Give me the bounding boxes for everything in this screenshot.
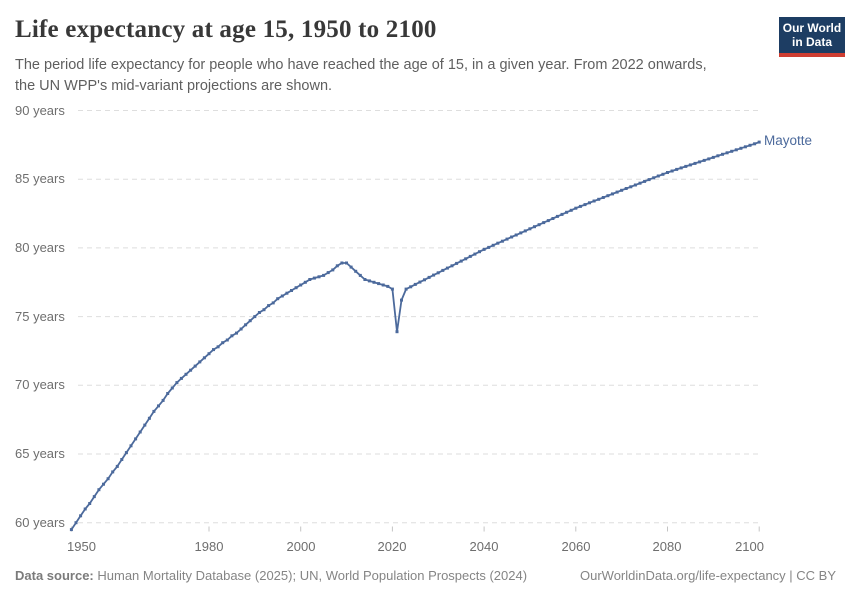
gridlines (78, 110, 761, 524)
chart-footer: Data source: Human Mortality Database (2… (15, 568, 836, 583)
x-axis-label: 2000 (286, 539, 316, 554)
data-source-text: Human Mortality Database (2025); UN, Wor… (97, 568, 528, 583)
y-axis-label: 75 years (15, 309, 65, 324)
x-axis-ticks (70, 526, 760, 532)
data-source-note: Data source: Human Mortality Database (2… (15, 568, 527, 583)
data-point-markers (69, 140, 761, 532)
logo-line1: Our World (782, 21, 842, 35)
logo-line2: in Data (791, 35, 832, 49)
x-axis-label: 1980 (194, 539, 224, 554)
life-expectancy-line[interactable] (70, 141, 760, 531)
x-axis-label: 2080 (652, 539, 682, 554)
x-axis-label: 2100 (735, 539, 764, 554)
y-axis-label: 70 years (15, 377, 65, 392)
y-axis-label: 60 years (15, 515, 65, 530)
owid-url-link[interactable]: OurWorldinData.org/life-expectancy | CC … (579, 568, 836, 583)
chart-title: Life expectancy at age 15, 1950 to 2100 (15, 16, 437, 43)
x-axis-label: 2020 (377, 539, 407, 554)
entity-label-mayotte[interactable]: Mayotte (764, 133, 813, 148)
x-axis-label: 2040 (469, 539, 499, 554)
y-axis-label: 65 years (15, 446, 65, 461)
x-axis-label: 2060 (561, 539, 591, 554)
owid-logo[interactable]: Our World in Data (779, 17, 845, 57)
y-axis-label: 80 years (15, 240, 65, 255)
y-axis-label: 85 years (15, 171, 65, 186)
data-source-label: Data source: (15, 568, 94, 583)
x-axis-label: 1950 (67, 539, 96, 554)
y-axis-label: 90 years (15, 103, 65, 118)
chart-subtitle: The period life expectancy for people wh… (15, 57, 707, 94)
